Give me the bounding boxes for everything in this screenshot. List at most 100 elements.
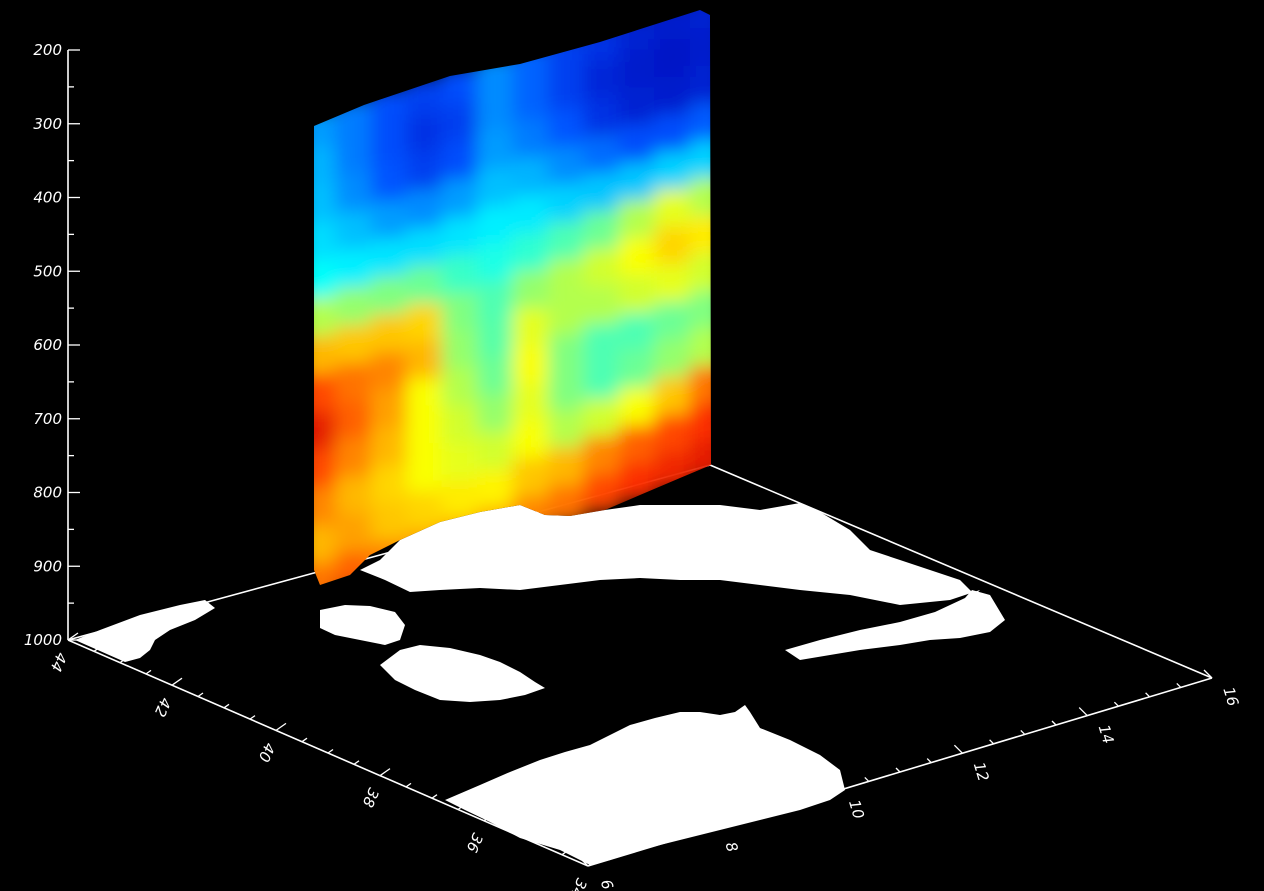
heat-cell bbox=[547, 334, 585, 374]
heat-cell bbox=[512, 270, 549, 309]
heat-cell bbox=[512, 232, 549, 272]
heat-cell bbox=[477, 55, 514, 94]
heat-cell bbox=[654, 189, 691, 228]
lat-tick-label: 44 bbox=[47, 650, 71, 675]
lat-minor-tick bbox=[197, 692, 204, 698]
heat-cell bbox=[314, 562, 337, 585]
heat-cell bbox=[335, 476, 372, 516]
heat-cell bbox=[477, 431, 514, 471]
land-mainland-italy bbox=[360, 503, 980, 605]
heat-cell bbox=[654, 339, 691, 378]
lon-minor-tick bbox=[677, 833, 683, 839]
heat-cell bbox=[370, 125, 408, 164]
heat-cell bbox=[583, 248, 620, 287]
heat-cell bbox=[477, 168, 514, 207]
heat-cell bbox=[314, 335, 337, 375]
heat-cell bbox=[335, 438, 372, 478]
heat-cell bbox=[477, 281, 514, 320]
land-north-africa bbox=[445, 705, 845, 865]
heat-cell bbox=[547, 146, 585, 186]
z-tick-label: 400 bbox=[33, 189, 62, 207]
heat-cell bbox=[477, 469, 514, 509]
lat-tick-label: 38 bbox=[359, 785, 383, 810]
heat-cell bbox=[689, 103, 711, 142]
z-tick-label: 1000 bbox=[24, 631, 62, 649]
lat-major-tick bbox=[483, 813, 495, 822]
heat-cell bbox=[689, 440, 711, 479]
z-tick-label: 200 bbox=[33, 41, 62, 59]
heat-cell bbox=[406, 303, 443, 342]
heat-cell bbox=[583, 135, 620, 175]
heat-cell bbox=[654, 301, 691, 341]
heat-cell bbox=[441, 141, 479, 181]
heat-cell bbox=[335, 514, 372, 553]
heat-cell bbox=[441, 179, 479, 218]
heat-cell bbox=[618, 12, 656, 51]
heat-cell bbox=[654, 10, 691, 41]
heat-cell bbox=[441, 329, 479, 369]
heat-cell bbox=[547, 372, 585, 411]
heat-cell bbox=[547, 221, 585, 261]
lat-tick-label: 40 bbox=[255, 740, 279, 765]
heat-cell bbox=[406, 76, 443, 116]
heat-cell bbox=[654, 376, 691, 416]
lat-minor-tick bbox=[561, 850, 568, 856]
heat-cell bbox=[583, 398, 620, 438]
heat-cell bbox=[654, 264, 691, 303]
lat-major-tick bbox=[67, 632, 79, 641]
heat-cell bbox=[314, 260, 337, 300]
lon-minor-tick bbox=[801, 795, 807, 801]
heat-cell bbox=[406, 265, 443, 305]
land-sardinia bbox=[380, 645, 545, 702]
heat-cell bbox=[370, 314, 408, 353]
heat-cell bbox=[441, 367, 479, 407]
lat-minor-tick bbox=[223, 703, 230, 709]
lon-minor-tick bbox=[739, 814, 745, 820]
lon-minor-tick bbox=[614, 852, 620, 858]
lon-minor-tick bbox=[864, 776, 870, 782]
heat-cell bbox=[370, 162, 408, 202]
heat-cell bbox=[689, 402, 711, 442]
lon-minor-tick bbox=[1020, 729, 1026, 735]
heat-cell bbox=[689, 365, 711, 404]
heat-cell bbox=[314, 146, 337, 186]
right-edge-line bbox=[709, 464, 1213, 679]
heat-cell bbox=[654, 414, 691, 453]
lon-tick-label: 12 bbox=[970, 760, 993, 783]
heat-cell bbox=[477, 394, 514, 433]
heat-cell bbox=[583, 436, 620, 475]
heat-cell bbox=[314, 487, 337, 527]
heat-cell bbox=[314, 525, 337, 564]
land-corsica bbox=[320, 605, 405, 645]
heat-cell bbox=[477, 130, 514, 170]
lon-tick-label: 10 bbox=[845, 798, 868, 821]
heat-cell bbox=[654, 151, 691, 191]
heat-cell bbox=[512, 458, 549, 498]
land-sicily bbox=[785, 590, 1005, 660]
heat-cell bbox=[583, 210, 620, 250]
heat-cell bbox=[406, 378, 443, 418]
lon-minor-tick bbox=[1051, 720, 1057, 726]
heat-cell bbox=[512, 82, 549, 121]
lat-major-tick bbox=[379, 768, 391, 777]
lon-tick-label: 16 bbox=[1219, 685, 1242, 708]
heat-cell bbox=[335, 173, 372, 213]
heat-cell bbox=[441, 103, 479, 143]
lat-major-tick bbox=[587, 858, 599, 867]
lon-major-tick bbox=[1078, 707, 1088, 717]
lat-major-tick bbox=[171, 677, 183, 686]
heat-cell bbox=[370, 238, 408, 278]
heat-cell bbox=[477, 356, 514, 396]
heat-cell bbox=[618, 199, 656, 239]
heat-cell bbox=[314, 298, 337, 337]
heat-cell bbox=[314, 449, 337, 489]
lon-tick-label: 6 bbox=[597, 877, 617, 891]
heat-cell bbox=[335, 135, 372, 175]
heat-cell bbox=[618, 237, 656, 277]
heat-cell bbox=[618, 462, 656, 502]
heat-cell bbox=[618, 124, 656, 164]
lat-tick-label: 42 bbox=[151, 695, 175, 720]
lon-minor-tick bbox=[645, 842, 651, 848]
heat-cell bbox=[335, 400, 372, 440]
heat-cell bbox=[314, 222, 337, 262]
